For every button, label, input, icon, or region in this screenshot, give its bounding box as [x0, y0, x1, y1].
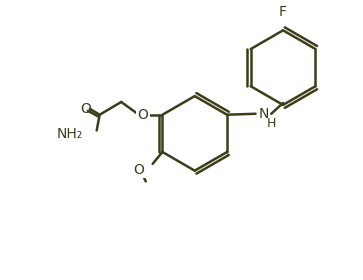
Text: NH₂: NH₂ — [57, 127, 83, 141]
Text: N: N — [258, 107, 269, 121]
Text: O: O — [134, 163, 144, 177]
Text: O: O — [81, 102, 91, 116]
Text: F: F — [279, 4, 287, 18]
Text: H: H — [266, 117, 276, 130]
Text: O: O — [137, 108, 148, 122]
